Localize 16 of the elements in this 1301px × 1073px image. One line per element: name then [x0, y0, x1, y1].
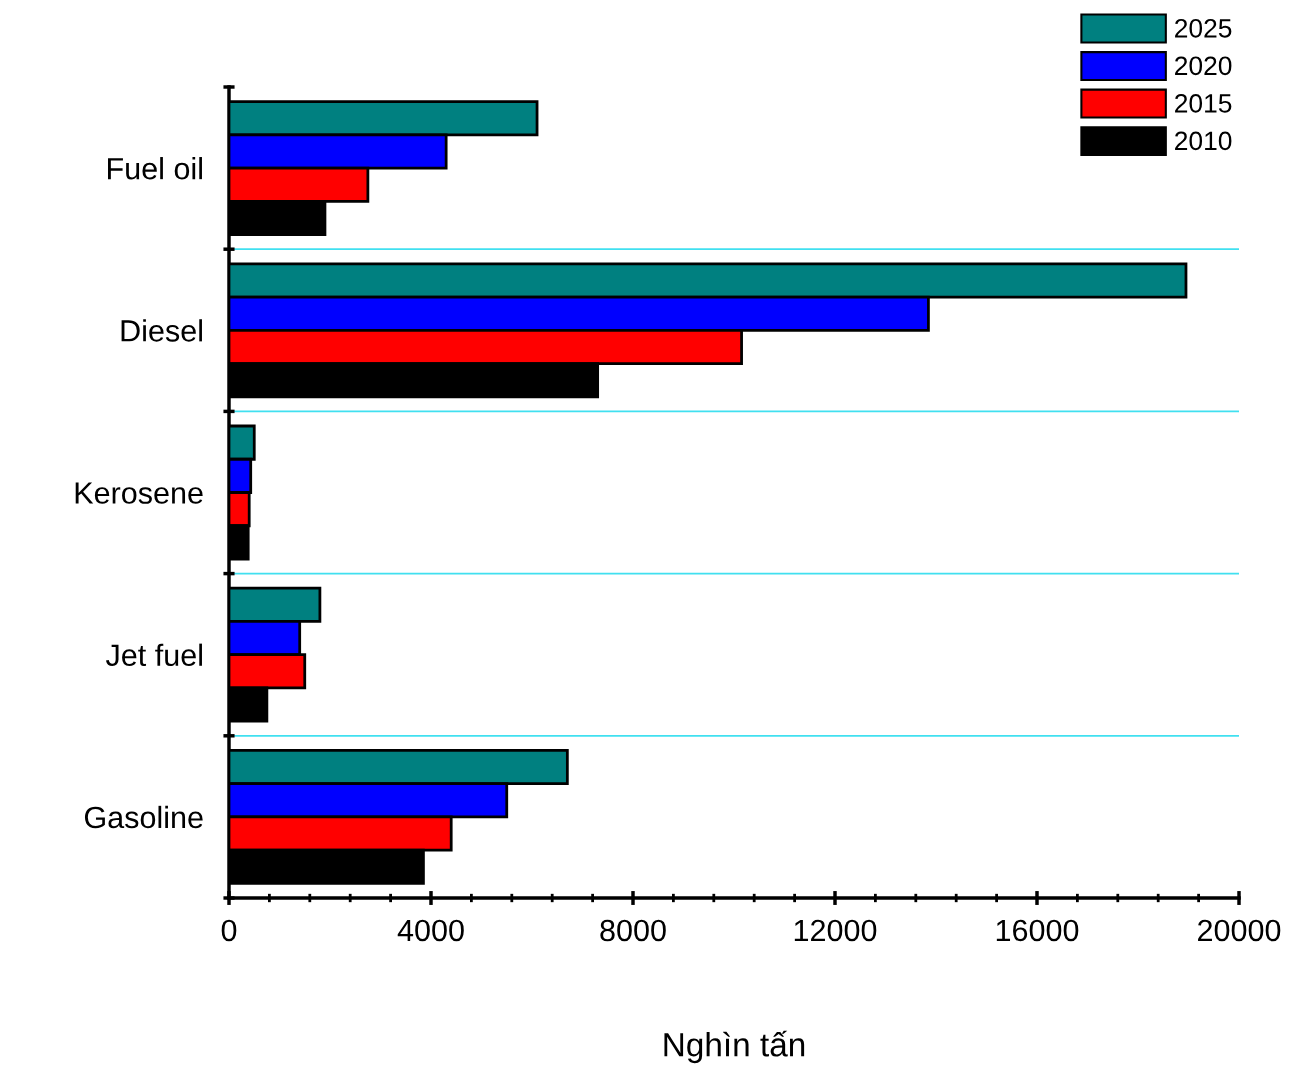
x-tick-label: 8000: [600, 919, 666, 942]
x-axis-title: Nghìn tấn: [664, 1030, 805, 1064]
x-tick-label: 16000: [996, 919, 1079, 942]
y-tick-label: Jet fuel: [105, 643, 202, 667]
y-tick-label: Kerosene: [75, 482, 203, 504]
x-tick-label: 20000: [1198, 919, 1281, 942]
x-tick-label: 4000: [397, 919, 464, 942]
y-tick-label: Gasoline: [84, 805, 203, 829]
legend-label: 2010: [1175, 131, 1232, 151]
legend-label: 2015: [1175, 94, 1232, 113]
x-tick-label: 0: [221, 919, 237, 942]
x-tick-label: 12000: [794, 919, 877, 942]
y-tick-label: Fuel oil: [108, 157, 202, 180]
legend-label: 2020: [1175, 56, 1232, 76]
legend-label: 2025: [1175, 18, 1232, 38]
y-tick-label: Diesel: [121, 319, 202, 342]
